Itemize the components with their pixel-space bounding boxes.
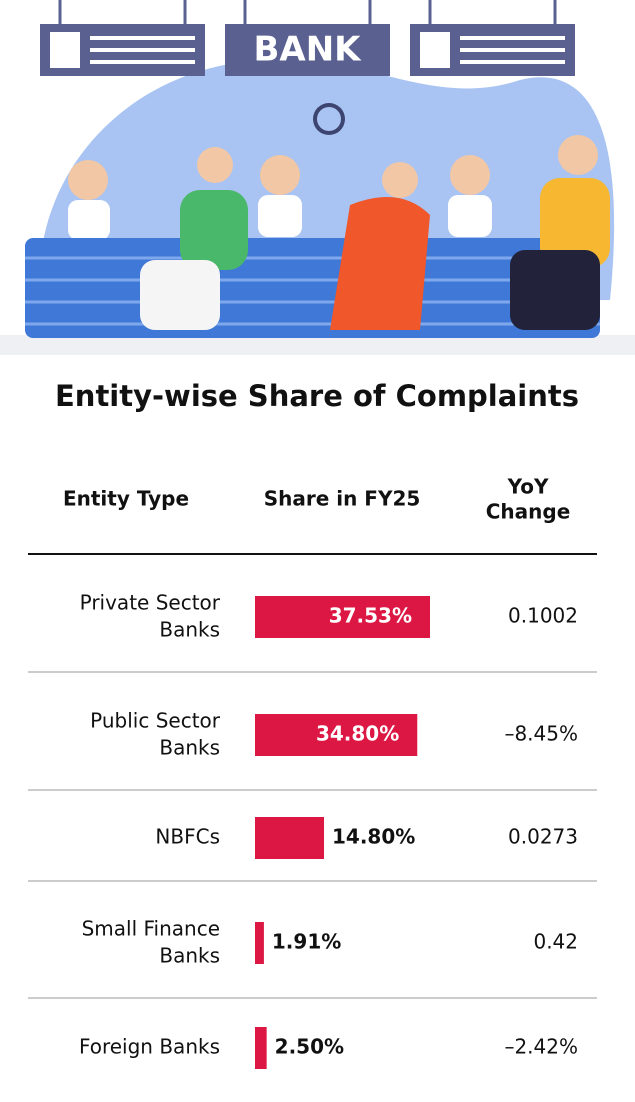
yoy-change: 0.0273 <box>508 825 578 849</box>
entity-label: NBFCs <box>155 825 220 849</box>
chart-title: Entity-wise Share of Complaints <box>55 379 579 413</box>
column-header: Entity Type <box>63 487 189 511</box>
bar <box>255 596 430 638</box>
column-header: YoY Change <box>486 474 571 523</box>
value-label: 1.91% <box>272 930 341 954</box>
value-label: 34.80% <box>316 722 399 746</box>
entity-label: Public Sector Banks <box>90 708 221 759</box>
yoy-change: –2.42% <box>504 1035 578 1059</box>
entity-label: Foreign Banks <box>79 1035 220 1059</box>
value-label: 37.53% <box>329 604 412 628</box>
yoy-change: 0.1002 <box>508 604 578 628</box>
bar <box>255 714 418 756</box>
yoy-change: 0.42 <box>533 930 578 954</box>
bar <box>255 817 325 859</box>
bar <box>255 1027 267 1069</box>
entity-label: Private Sector Banks <box>80 590 221 641</box>
column-header: Share in FY25 <box>264 487 421 511</box>
value-label: 2.50% <box>275 1035 344 1059</box>
entity-label: Small Finance Banks <box>82 916 220 967</box>
value-label: 14.80% <box>332 825 415 849</box>
bar <box>255 922 264 964</box>
yoy-change: –8.45% <box>504 722 578 746</box>
illustration: BANK <box>0 0 635 355</box>
sign-text: BANK <box>253 30 362 70</box>
